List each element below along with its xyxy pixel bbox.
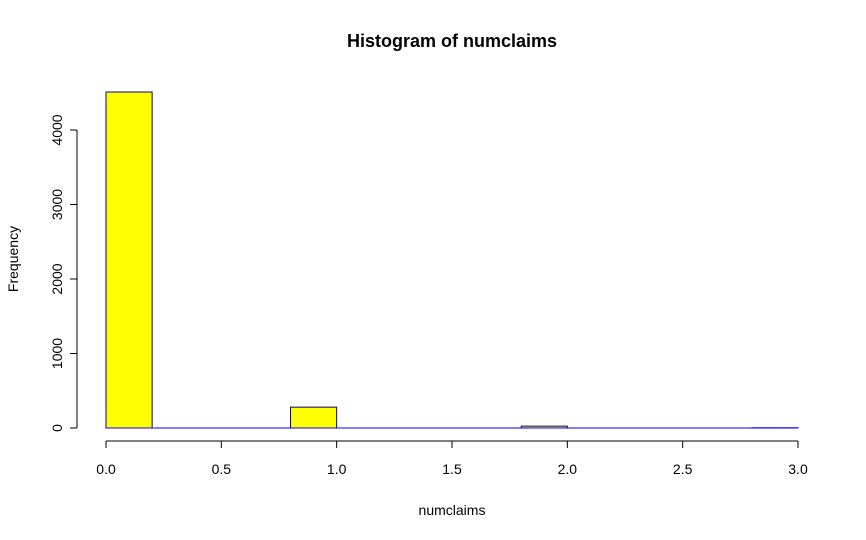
y-tick-label-0: 0: [49, 424, 65, 432]
x-tick-label-4: 2.0: [558, 461, 578, 477]
y-axis: 0 1000 2000 3000 4000: [49, 114, 78, 432]
chart-title: Histogram of numclaims: [347, 31, 557, 51]
y-tick-label-1: 1000: [49, 338, 65, 369]
bars-group: [105, 91, 799, 429]
x-tick-label-6: 3.0: [788, 461, 808, 477]
y-axis-label: Frequency: [5, 226, 21, 292]
x-tick-label-0: 0.0: [96, 461, 116, 477]
x-tick-label-1: 0.5: [212, 461, 232, 477]
y-tick-label-3: 3000: [49, 189, 65, 220]
histogram-bar-0: [105, 91, 153, 429]
y-tick-label-2: 2000: [49, 263, 65, 294]
x-tick-label-3: 1.5: [442, 461, 462, 477]
y-tick-label-4: 4000: [49, 114, 65, 145]
x-axis-label: numclaims: [419, 502, 486, 518]
histogram-bar-4: [290, 406, 338, 429]
x-tick-label-2: 1.0: [327, 461, 347, 477]
x-axis: 0.0 0.5 1.0 1.5 2.0 2.5 3.0: [96, 440, 808, 477]
x-tick-label-5: 2.5: [673, 461, 693, 477]
